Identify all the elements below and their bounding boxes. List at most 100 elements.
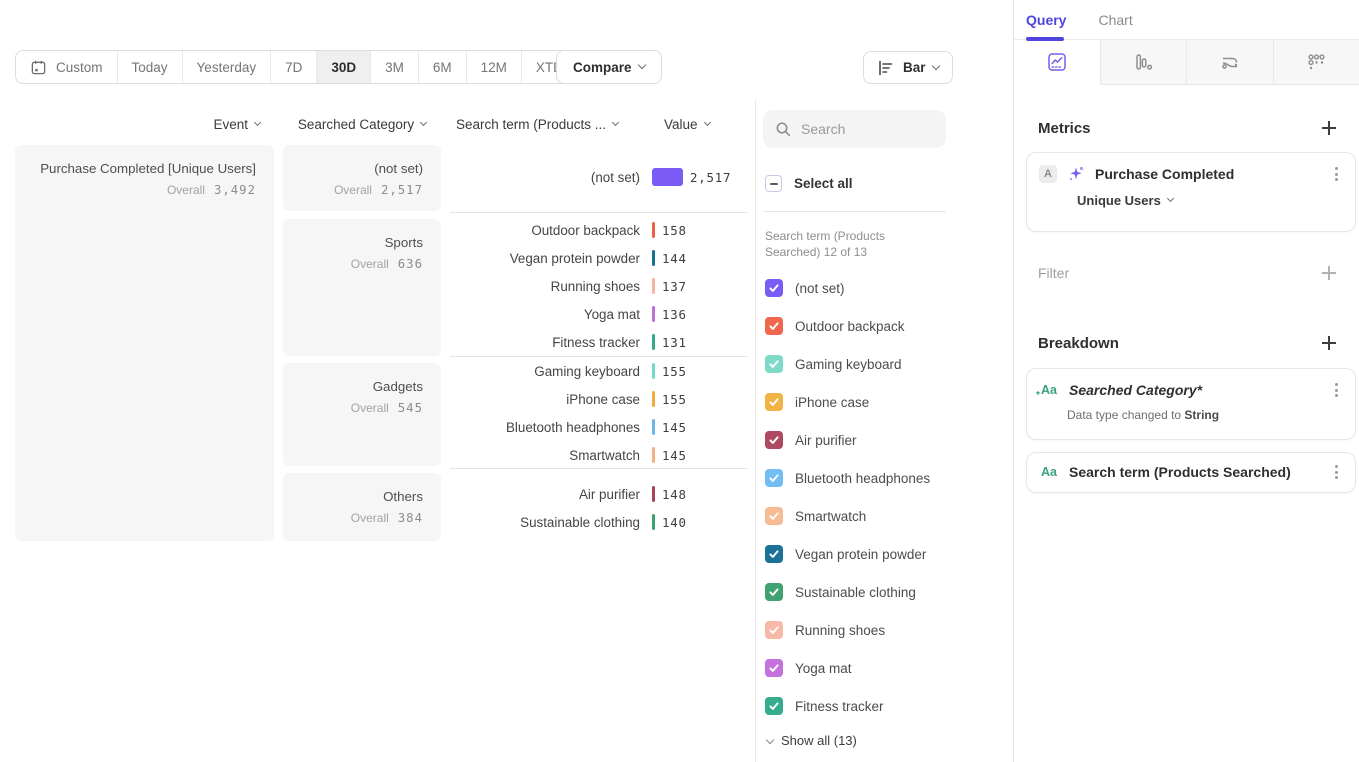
overall-value: 636	[398, 257, 423, 271]
filter-heading: Filter	[1038, 265, 1069, 281]
add-filter-button[interactable]	[1321, 265, 1337, 281]
legend-item[interactable]: Air purifier	[765, 431, 930, 449]
search-input[interactable]	[801, 121, 931, 137]
checkbox[interactable]	[765, 469, 783, 487]
category-cell-sports[interactable]: Sports Overall636	[283, 219, 441, 356]
table-row[interactable]: Sustainable clothing 140	[450, 508, 750, 536]
tab-funnels[interactable]	[1100, 40, 1187, 85]
category-name: Gadgets	[293, 379, 423, 394]
table-row[interactable]: Bluetooth headphones 145	[450, 413, 750, 441]
checkbox[interactable]	[765, 507, 783, 525]
column-header-event[interactable]: Event	[110, 117, 260, 132]
compare-button[interactable]: Compare	[556, 50, 662, 84]
column-header-value[interactable]: Value	[664, 117, 710, 132]
column-header-searched-category[interactable]: Searched Category	[283, 117, 441, 132]
metric-aggregation-dropdown[interactable]: Unique Users	[1027, 183, 1355, 208]
breakdown-note: Data type changed to String	[1027, 399, 1355, 422]
term-label: Gaming keyboard	[450, 364, 640, 379]
checkbox[interactable]	[765, 545, 783, 563]
legend-item[interactable]: Bluetooth headphones	[765, 469, 930, 487]
table-row[interactable]: Air purifier 148	[450, 480, 750, 508]
date-preset-12m[interactable]: 12M	[466, 51, 521, 83]
kebab-menu-icon[interactable]	[1329, 463, 1343, 481]
value-label: 158	[662, 223, 687, 238]
calendar-icon	[30, 59, 47, 76]
column-header-search-term[interactable]: Search term (Products ...	[456, 117, 618, 132]
legend-item[interactable]: Sustainable clothing	[765, 583, 930, 601]
query-builder-sidebar: Query Chart Metrics A Purchase	[1013, 0, 1359, 762]
date-preset-6m[interactable]: 6M	[418, 51, 466, 83]
select-all-checkbox-row[interactable]: Select all	[765, 175, 853, 192]
insights-icon	[1046, 51, 1068, 73]
legend-item[interactable]: Running shoes	[765, 621, 930, 639]
indeterminate-checkbox[interactable]	[765, 175, 782, 192]
check-icon	[768, 434, 780, 446]
table-row[interactable]: Gaming keyboard 155	[450, 357, 750, 385]
table-row[interactable]: Vegan protein powder 144	[450, 244, 750, 272]
legend-item-label: Yoga mat	[795, 661, 852, 676]
date-preset-7d[interactable]: 7D	[270, 51, 316, 83]
value-bar	[652, 306, 655, 322]
legend-item-label: Vegan protein powder	[795, 547, 926, 562]
legend-item[interactable]: Smartwatch	[765, 507, 930, 525]
category-cell-not-set[interactable]: (not set) Overall2,517	[283, 145, 441, 211]
check-icon	[768, 586, 780, 598]
legend-context-label: Search term (Products Searched) 12 of 13	[765, 228, 935, 260]
category-cell-gadgets[interactable]: Gadgets Overall 545	[283, 363, 441, 466]
tab-chart[interactable]: Chart	[1098, 12, 1132, 28]
add-breakdown-button[interactable]	[1321, 335, 1337, 351]
legend-item[interactable]: iPhone case	[765, 393, 930, 411]
table-row[interactable]: Smartwatch 145	[450, 441, 750, 469]
add-metric-button[interactable]	[1321, 120, 1337, 136]
legend-search[interactable]	[763, 110, 946, 148]
tab-flows[interactable]	[1186, 40, 1273, 85]
legend-item[interactable]: Yoga mat	[765, 659, 930, 677]
overall-value: 545	[398, 401, 423, 415]
legend-item-label: Fitness tracker	[795, 699, 884, 714]
breakdown-card-searched-category[interactable]: Aa* Searched Category* Data type changed…	[1026, 368, 1356, 440]
table-row[interactable]: iPhone case 155	[450, 385, 750, 413]
kebab-menu-icon[interactable]	[1329, 381, 1343, 399]
chart-type-dropdown[interactable]: Bar	[863, 51, 953, 84]
tab-retention[interactable]	[1273, 40, 1359, 85]
table-row[interactable]: (not set) 2,517	[450, 163, 750, 191]
checkbox[interactable]	[765, 279, 783, 297]
column-header-label: Searched Category	[298, 117, 414, 132]
legend-item[interactable]: Fitness tracker	[765, 697, 930, 715]
checkbox[interactable]	[765, 583, 783, 601]
date-preset-today[interactable]: Today	[117, 51, 182, 83]
overall-label: Overall	[351, 401, 389, 415]
checkbox[interactable]	[765, 355, 783, 373]
chevron-down-icon	[931, 61, 939, 69]
event-cell[interactable]: Purchase Completed [Unique Users] Overal…	[15, 145, 274, 541]
breakdown-card-search-term[interactable]: Aa Search term (Products Searched)	[1026, 452, 1356, 493]
date-preset-30d[interactable]: 30D	[316, 51, 370, 83]
term-label: (not set)	[450, 170, 640, 185]
legend-item-label: Smartwatch	[795, 509, 866, 524]
tab-insights[interactable]	[1014, 40, 1100, 85]
tab-query[interactable]: Query	[1026, 12, 1066, 28]
checkbox[interactable]	[765, 621, 783, 639]
checkbox[interactable]	[765, 659, 783, 677]
legend-item[interactable]: Gaming keyboard	[765, 355, 930, 373]
checkbox[interactable]	[765, 393, 783, 411]
metric-card[interactable]: A Purchase Completed Unique Users	[1026, 152, 1356, 232]
legend-item[interactable]: Vegan protein powder	[765, 545, 930, 563]
checkbox[interactable]	[765, 697, 783, 715]
date-preset-custom[interactable]: Custom	[16, 51, 117, 83]
checkbox[interactable]	[765, 431, 783, 449]
date-preset-3m[interactable]: 3M	[370, 51, 418, 83]
value-label: 140	[662, 515, 687, 530]
table-row[interactable]: Yoga mat 136	[450, 300, 750, 328]
table-row[interactable]: Running shoes 137	[450, 272, 750, 300]
legend-item[interactable]: Outdoor backpack	[765, 317, 930, 335]
date-preset-yesterday[interactable]: Yesterday	[182, 51, 271, 83]
term-label: Vegan protein powder	[450, 251, 640, 266]
category-cell-others[interactable]: Others Overall384	[283, 473, 441, 541]
table-row[interactable]: Outdoor backpack 158	[450, 216, 750, 244]
checkbox[interactable]	[765, 317, 783, 335]
kebab-menu-icon[interactable]	[1329, 165, 1343, 183]
legend-item[interactable]: (not set)	[765, 279, 930, 297]
show-all-button[interactable]: Show all (13)	[765, 733, 857, 748]
table-row[interactable]: Fitness tracker 131	[450, 328, 750, 356]
